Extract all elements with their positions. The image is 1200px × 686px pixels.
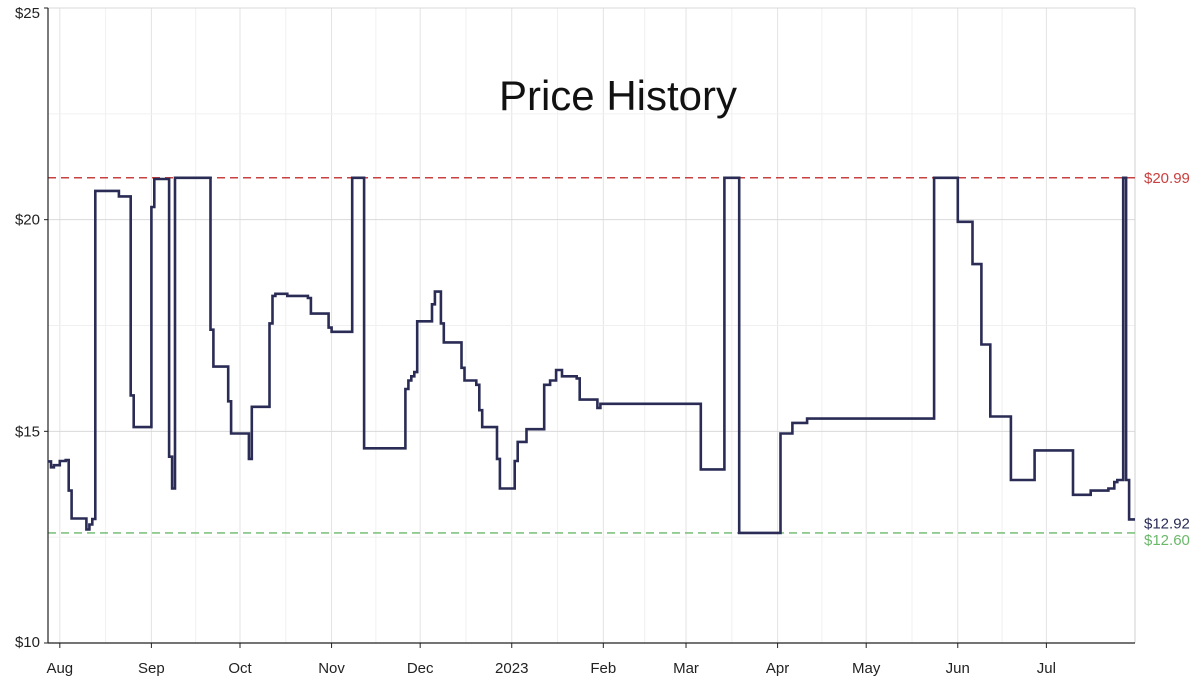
x-tick-label: Dec [407, 660, 434, 677]
price-series-line [48, 176, 1135, 535]
x-tick-label: May [852, 660, 881, 677]
y-tick-label: $10 [15, 634, 40, 651]
x-tick-label: Sep [138, 660, 165, 677]
series-layer [48, 176, 1135, 535]
x-tick-label: Mar [673, 660, 699, 677]
current-price-label: $12.92 [1144, 515, 1190, 532]
x-tick-label: 2023 [495, 660, 528, 677]
x-tick-label: Nov [318, 660, 345, 677]
y-tick-label: $25 [15, 5, 40, 22]
reference-lines: $20.99 $12.60$12.92 [48, 170, 1190, 549]
y-tick-label: $20 [15, 212, 40, 229]
x-tick-label: Oct [228, 660, 252, 677]
x-tick-label: Feb [590, 660, 616, 677]
reference-label: $12.60 [1144, 532, 1190, 549]
grid [48, 7, 1136, 644]
reference-label: $20.99 [1144, 170, 1190, 187]
x-tick-label: Aug [46, 660, 73, 677]
chart-title: Price History [499, 72, 737, 119]
axes: $10 $15 $20 $25 Aug Sep Oct Nov Dec 2023 Feb Mar Apr… [15, 5, 1135, 677]
x-tick-label: Jun [946, 660, 970, 677]
x-tick-label: Jul [1037, 660, 1056, 677]
y-tick-label: $15 [15, 423, 40, 440]
x-tick-label: Apr [766, 660, 789, 677]
